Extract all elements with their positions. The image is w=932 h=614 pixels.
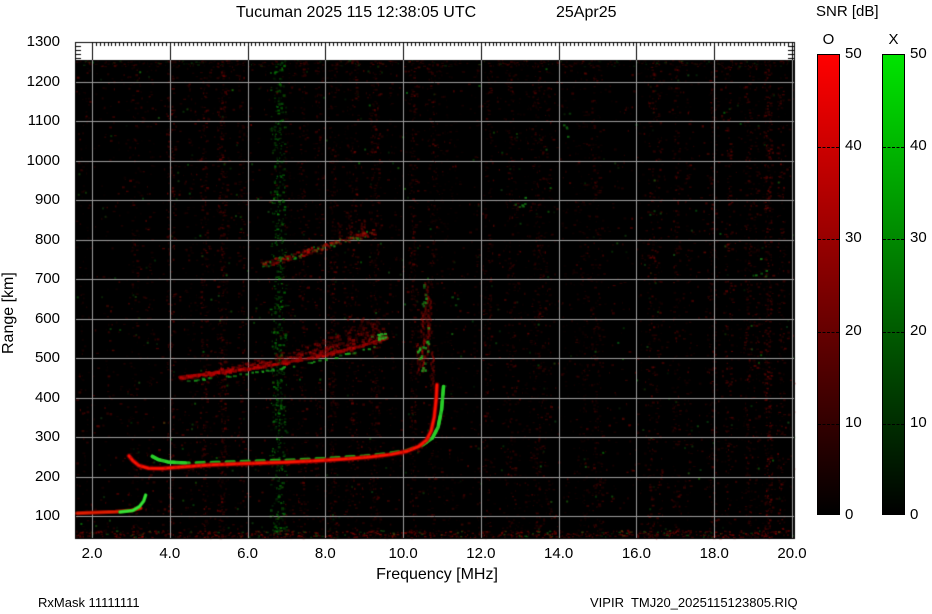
y-tick-label: 300 <box>34 428 60 445</box>
o-colorbar-tick-label: 0 <box>845 506 854 523</box>
colorbar-tick-mark <box>818 423 839 425</box>
colorbar-tick-mark <box>883 331 904 333</box>
x-mode-colorbar <box>882 54 905 515</box>
o-colorbar-tick-label: 40 <box>845 137 862 155</box>
y-tick-label: 1100 <box>27 112 60 129</box>
x-mode-label: X <box>888 31 899 48</box>
filename-text: VIPIR TMJ20_2025115123805.RIQ <box>590 595 798 610</box>
y-tick-label: 200 <box>34 467 60 485</box>
x-tick-label: 8.0 <box>314 545 336 562</box>
y-tick-label: 600 <box>34 309 60 327</box>
colorbar-tick-mark <box>818 331 839 333</box>
x-tick-label: 12.0 <box>466 545 496 562</box>
x-colorbar-tick-label: 40 <box>910 137 927 155</box>
x-axis-label: Frequency [MHz] <box>376 566 498 583</box>
x-tick-label: 2.0 <box>81 545 103 562</box>
rxmask-text: RxMask 11111111 <box>38 595 140 610</box>
x-tick-label: 6.0 <box>237 545 258 562</box>
y-tick-label: 100 <box>34 507 60 524</box>
y-tick-label: 1200 <box>26 72 60 90</box>
x-tick-label: 18.0 <box>699 545 729 562</box>
colorbar-tick-mark <box>883 147 904 149</box>
plot-title: Tucuman 2025 115 12:38:05 UTC <box>236 4 477 21</box>
colorbar-tick-mark <box>883 423 904 425</box>
o-colorbar-tick-label: 10 <box>845 413 862 431</box>
x-tick-label: 20.0 <box>777 545 807 562</box>
x-colorbar-tick-label: 50 <box>910 45 927 62</box>
colorbar-tick-mark <box>818 147 839 149</box>
colorbar-tick-mark <box>818 239 839 241</box>
y-tick-label: 400 <box>34 388 60 406</box>
x-tick-label: 14.0 <box>544 545 574 562</box>
plot-date: 25Apr25 <box>556 4 617 21</box>
x-colorbar-tick-label: 0 <box>910 506 919 523</box>
x-colorbar-tick-label: 30 <box>910 229 927 247</box>
x-colorbar-tick-label: 10 <box>910 413 927 431</box>
y-tick-label: 1300 <box>26 33 60 50</box>
x-tick-label: 4.0 <box>159 545 181 562</box>
o-colorbar-tick-label: 20 <box>845 321 862 339</box>
y-tick-label: 900 <box>34 191 60 208</box>
y-tick-label: 700 <box>34 270 60 287</box>
o-colorbar-tick-label: 30 <box>845 229 862 247</box>
x-colorbar-tick-label: 20 <box>910 321 927 339</box>
o-mode-colorbar <box>817 54 840 515</box>
o-mode-label: O <box>822 31 835 48</box>
y-tick-label: 800 <box>34 230 60 248</box>
y-tick-label: 500 <box>34 349 60 366</box>
colorbar-tick-mark <box>883 239 904 241</box>
colorbar-title: SNR [dB] <box>816 3 879 20</box>
o-colorbar-tick-label: 50 <box>845 45 862 62</box>
y-tick-label: 1000 <box>26 151 60 169</box>
x-tick-label: 10.0 <box>388 545 418 562</box>
x-tick-label: 16.0 <box>621 545 652 562</box>
